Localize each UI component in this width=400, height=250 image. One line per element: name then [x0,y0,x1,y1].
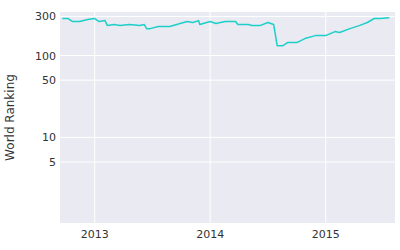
grid-line-x [210,12,211,223]
x-tick-label: 2015 [312,228,340,241]
y-axis-label: World Ranking [3,74,17,161]
grid-line-y [60,137,395,138]
grid-line-y [60,16,395,17]
ranking-line [62,18,389,46]
x-tick-label: 2013 [81,228,109,241]
chart: 5 10 50 100 300 2013 2014 2015 World Ranking [0,0,400,250]
x-tick-label: 2014 [196,228,224,241]
grid-line-x [94,12,95,223]
y-tick-label: 10 [42,131,56,144]
y-tick-label: 50 [42,74,56,87]
chart-container: 5 10 50 100 300 2013 2014 2015 World Ranking [0,0,400,250]
grid-line-y [60,80,395,81]
grid-line-x [325,12,326,223]
grid-line-y [60,55,395,56]
plot-background [60,12,395,223]
y-tick-label: 100 [35,50,56,63]
plot-marks [62,18,389,46]
y-tick-label: 300 [35,10,56,23]
grid-line-y [60,162,395,163]
y-tick-label: 5 [49,156,56,169]
